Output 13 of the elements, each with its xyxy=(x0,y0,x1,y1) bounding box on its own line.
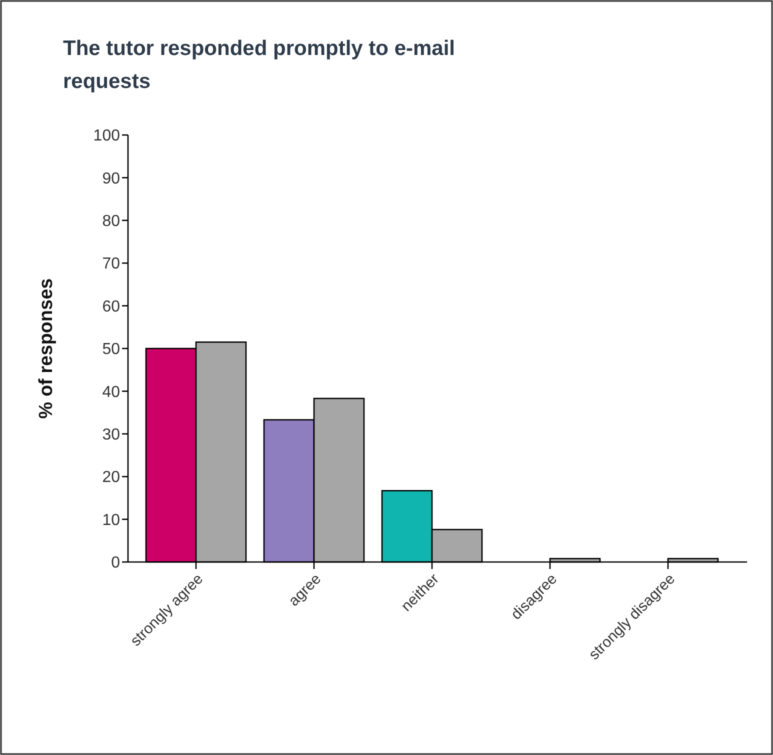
y-tick-label: 40 xyxy=(102,384,120,401)
y-tick-label: 20 xyxy=(102,469,120,486)
y-tick-label: 50 xyxy=(102,341,120,358)
y-tick-label: 10 xyxy=(102,512,120,529)
y-tick-label: 60 xyxy=(102,298,120,316)
y-tick-label: 30 xyxy=(102,426,120,444)
chart-title: The tutor responded promptly to e-mail requests xyxy=(63,37,456,93)
y-tick-label: 0 xyxy=(111,554,120,572)
y-tick-label: 100 xyxy=(93,128,120,145)
y-tick-label: 80 xyxy=(102,213,120,230)
y-tick-label: 70 xyxy=(102,256,120,273)
y-axis-title: % of responses xyxy=(36,278,57,419)
y-tick-label: 90 xyxy=(102,170,120,188)
